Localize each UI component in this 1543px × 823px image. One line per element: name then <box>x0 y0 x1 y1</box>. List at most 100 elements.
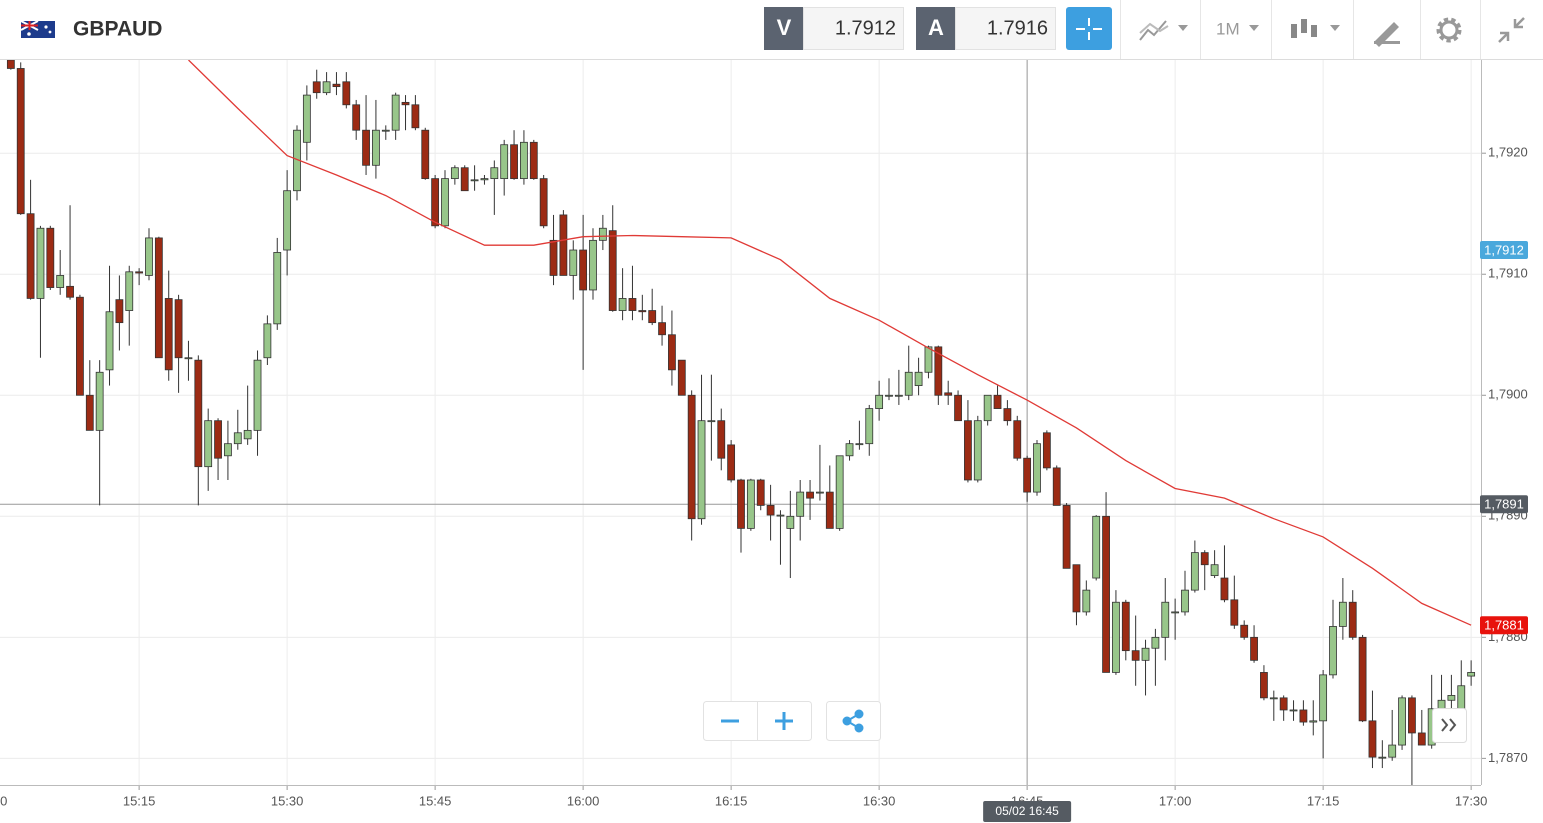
candle-body <box>1151 636 1160 649</box>
candle-body <box>687 394 696 520</box>
bid-box[interactable] <box>803 7 904 50</box>
x-tick-label: 16:15 <box>715 793 748 808</box>
x-tick-label: 16:00 <box>567 793 600 808</box>
candle-body <box>993 394 1002 409</box>
candle-body <box>608 230 617 311</box>
timeframe-button[interactable]: 1M <box>1216 19 1259 38</box>
collapse-button[interactable] <box>1498 17 1525 43</box>
x-tick-label: 16:30 <box>863 793 896 808</box>
drawing-button[interactable] <box>1374 22 1400 47</box>
chart-type-button[interactable] <box>1139 20 1188 41</box>
candle-body <box>1457 685 1466 710</box>
zoom-in[interactable] <box>775 712 793 730</box>
candle-body <box>6 60 15 69</box>
candle-body <box>628 298 637 311</box>
bid-price: 1.7912 <box>835 17 896 39</box>
candle-body <box>816 491 824 494</box>
y-tick-label: 1,7870 <box>1488 750 1528 765</box>
x-tick-label: 17:15 <box>1307 793 1340 808</box>
scroll-latest[interactable] <box>1432 708 1467 743</box>
candle-body <box>796 491 805 517</box>
candle-body <box>520 141 528 180</box>
candle-body <box>529 141 538 180</box>
candle-body <box>1102 515 1110 673</box>
candle-body <box>1141 647 1150 661</box>
ask-label: A <box>928 15 944 40</box>
candle-body <box>460 167 469 192</box>
candle-body <box>549 239 558 276</box>
ask-label-bg <box>916 7 955 50</box>
x-tick-label: 17:30 <box>1455 793 1488 808</box>
candle-body <box>1023 457 1032 493</box>
symbol: GBPAUD <box>73 18 162 41</box>
candle-body <box>194 359 203 468</box>
candle-body <box>1112 601 1120 673</box>
candle-body <box>1269 697 1278 700</box>
candle-body <box>283 190 292 251</box>
candle-body <box>618 298 627 311</box>
candle-body <box>1062 505 1071 569</box>
candle-body <box>569 249 578 276</box>
settings-button[interactable] <box>1436 17 1462 43</box>
crosshair-y-badge: 1,7891 <box>1484 497 1524 512</box>
candle-body <box>233 432 242 445</box>
candle-body <box>1171 611 1180 614</box>
candle-body <box>539 178 548 227</box>
candle-body <box>154 237 163 359</box>
candle-body <box>263 323 272 359</box>
candle-body <box>677 359 686 396</box>
candle-body <box>707 420 716 423</box>
ask-box[interactable] <box>955 7 1056 50</box>
candle-body <box>1358 636 1367 722</box>
candle-body <box>490 167 499 180</box>
candle-body <box>431 178 440 227</box>
toolbar: GBPAUD V 1.7912 A 1.7916 1M <box>0 0 1543 60</box>
candle-body <box>934 346 943 396</box>
candle-body <box>470 179 479 182</box>
candle-body <box>944 392 953 396</box>
crosshair-x-badge-bg <box>983 801 1072 822</box>
share-button[interactable] <box>826 701 881 741</box>
candle-body <box>510 144 518 180</box>
candle-body <box>145 237 153 276</box>
crosshair-y-badge-bg <box>1480 495 1528 514</box>
candle-body <box>1092 515 1101 579</box>
candle-body <box>66 285 74 298</box>
crosshair-button[interactable] <box>1066 7 1112 50</box>
candle-body <box>776 514 785 517</box>
candle-body <box>746 479 755 529</box>
candle-body <box>372 129 380 166</box>
moving-average <box>188 60 1472 626</box>
candle-body <box>56 275 65 288</box>
candle-body <box>184 357 193 360</box>
candle-body <box>1230 599 1239 626</box>
candle-body <box>243 429 252 440</box>
bid-label-bg <box>764 7 803 50</box>
candle-body <box>332 83 341 88</box>
toolbar-separators <box>1120 0 1481 59</box>
candle-body <box>1003 408 1012 422</box>
y-tick-label: 1,7920 <box>1488 145 1528 160</box>
candle-body <box>1250 636 1258 661</box>
candle-body <box>855 443 864 446</box>
candle-body <box>1447 695 1456 701</box>
candle-body <box>421 129 430 180</box>
candle-body <box>1200 552 1209 566</box>
candle-body <box>1131 650 1140 661</box>
candle-body <box>253 359 262 431</box>
candle-body <box>924 346 933 373</box>
candle-body <box>983 394 992 422</box>
candle-body <box>1279 697 1288 711</box>
price-badge: 1,7912 <box>1484 242 1524 257</box>
ask-price: 1.7916 <box>987 17 1048 39</box>
candle-body <box>174 299 183 359</box>
candle-style-button[interactable] <box>1291 19 1340 38</box>
candle-body <box>115 299 124 324</box>
candle-body <box>36 227 45 299</box>
candle-body <box>135 271 144 274</box>
overlay: 1,79201,79101,79001,78901,78801,787015:0… <box>0 60 1528 822</box>
candle-body <box>1408 697 1416 734</box>
candle-body <box>589 239 597 291</box>
candle-body <box>668 334 676 371</box>
